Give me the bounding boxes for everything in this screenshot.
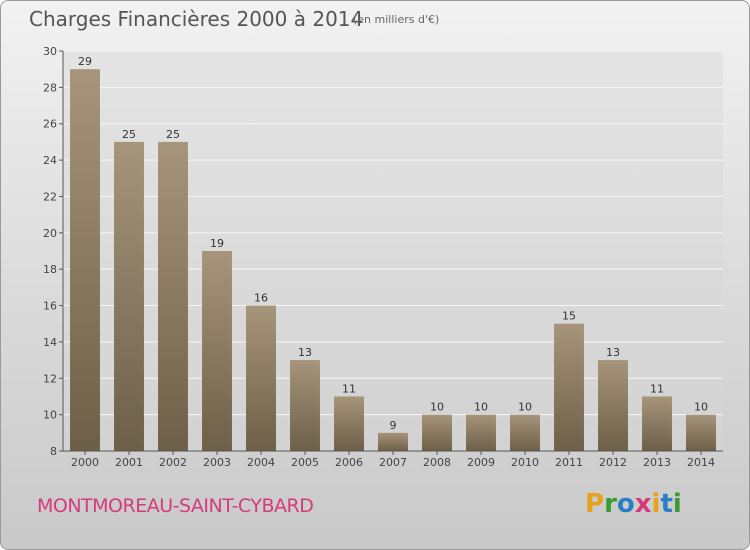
logo-letter: x bbox=[634, 489, 652, 519]
bar-2001 bbox=[114, 141, 144, 451]
proxiti-logo: Proxiti bbox=[585, 489, 682, 519]
x-tick-label: 2005 bbox=[291, 456, 319, 469]
x-tick-label: 2001 bbox=[115, 456, 143, 469]
data-label: 15 bbox=[562, 310, 576, 323]
x-tick-label: 2002 bbox=[159, 456, 187, 469]
logo-letter: r bbox=[604, 489, 617, 519]
bar-2005 bbox=[290, 360, 320, 451]
y-tick-label: 14 bbox=[43, 336, 57, 349]
data-label: 10 bbox=[518, 401, 532, 414]
x-tick-label: 2008 bbox=[423, 456, 451, 469]
x-tick-label: 2000 bbox=[71, 456, 99, 469]
y-tick-label: 24 bbox=[43, 154, 57, 167]
bar-2004 bbox=[246, 305, 276, 451]
x-tick-label: 2009 bbox=[467, 456, 495, 469]
bar-2011 bbox=[554, 323, 584, 451]
data-label: 10 bbox=[430, 401, 444, 414]
y-tick-label: 20 bbox=[43, 227, 57, 240]
y-tick-label: 12 bbox=[43, 372, 57, 385]
y-tick-label: 10 bbox=[43, 409, 57, 422]
bar-2003 bbox=[202, 251, 232, 451]
bar-2014 bbox=[686, 414, 716, 451]
data-label: 13 bbox=[606, 346, 620, 359]
bar-2012 bbox=[598, 360, 628, 451]
data-label: 11 bbox=[342, 382, 356, 395]
x-tick-label: 2003 bbox=[203, 456, 231, 469]
bar-2008 bbox=[422, 414, 452, 451]
bar-2006 bbox=[334, 396, 364, 451]
y-tick-label: 16 bbox=[43, 300, 57, 313]
data-label: 25 bbox=[122, 128, 136, 141]
x-tick-label: 2011 bbox=[555, 456, 583, 469]
bar-2007 bbox=[378, 432, 408, 451]
x-tick-label: 2012 bbox=[599, 456, 627, 469]
x-tick-label: 2013 bbox=[643, 456, 671, 469]
bar-2000 bbox=[70, 69, 100, 451]
y-tick-label: 18 bbox=[43, 263, 57, 276]
chart-unit: (en milliers d'€) bbox=[353, 13, 440, 26]
logo-letter: i bbox=[672, 489, 682, 519]
y-tick-label: 22 bbox=[43, 190, 57, 203]
bar-2013 bbox=[642, 396, 672, 451]
data-label: 16 bbox=[254, 292, 268, 305]
city-name: MONTMOREAU-SAINT-CYBARD bbox=[37, 495, 314, 517]
chart-title: Charges Financières 2000 à 2014 bbox=[29, 7, 364, 31]
data-label: 9 bbox=[390, 419, 397, 432]
data-label: 11 bbox=[650, 382, 664, 395]
x-tick-label: 2007 bbox=[379, 456, 407, 469]
data-label: 29 bbox=[78, 55, 92, 68]
x-tick-label: 2006 bbox=[335, 456, 363, 469]
x-tick-label: 2014 bbox=[687, 456, 715, 469]
bar-2009 bbox=[466, 414, 496, 451]
logo-letter: t bbox=[660, 489, 673, 519]
data-label: 10 bbox=[694, 401, 708, 414]
bar-2010 bbox=[510, 414, 540, 451]
x-tick-label: 2010 bbox=[511, 456, 539, 469]
bar-2002 bbox=[158, 141, 188, 451]
y-tick-label: 30 bbox=[43, 45, 57, 58]
y-tick-label: 28 bbox=[43, 81, 57, 94]
data-label: 13 bbox=[298, 346, 312, 359]
y-tick-label: 26 bbox=[43, 118, 57, 131]
logo-letter: P bbox=[585, 489, 605, 519]
logo-letter: o bbox=[616, 489, 635, 519]
data-label: 25 bbox=[166, 128, 180, 141]
y-tick-label: 8 bbox=[50, 445, 57, 458]
data-label: 19 bbox=[210, 237, 224, 250]
data-label: 10 bbox=[474, 401, 488, 414]
x-tick-label: 2004 bbox=[247, 456, 275, 469]
logo-letter: i bbox=[651, 489, 661, 519]
